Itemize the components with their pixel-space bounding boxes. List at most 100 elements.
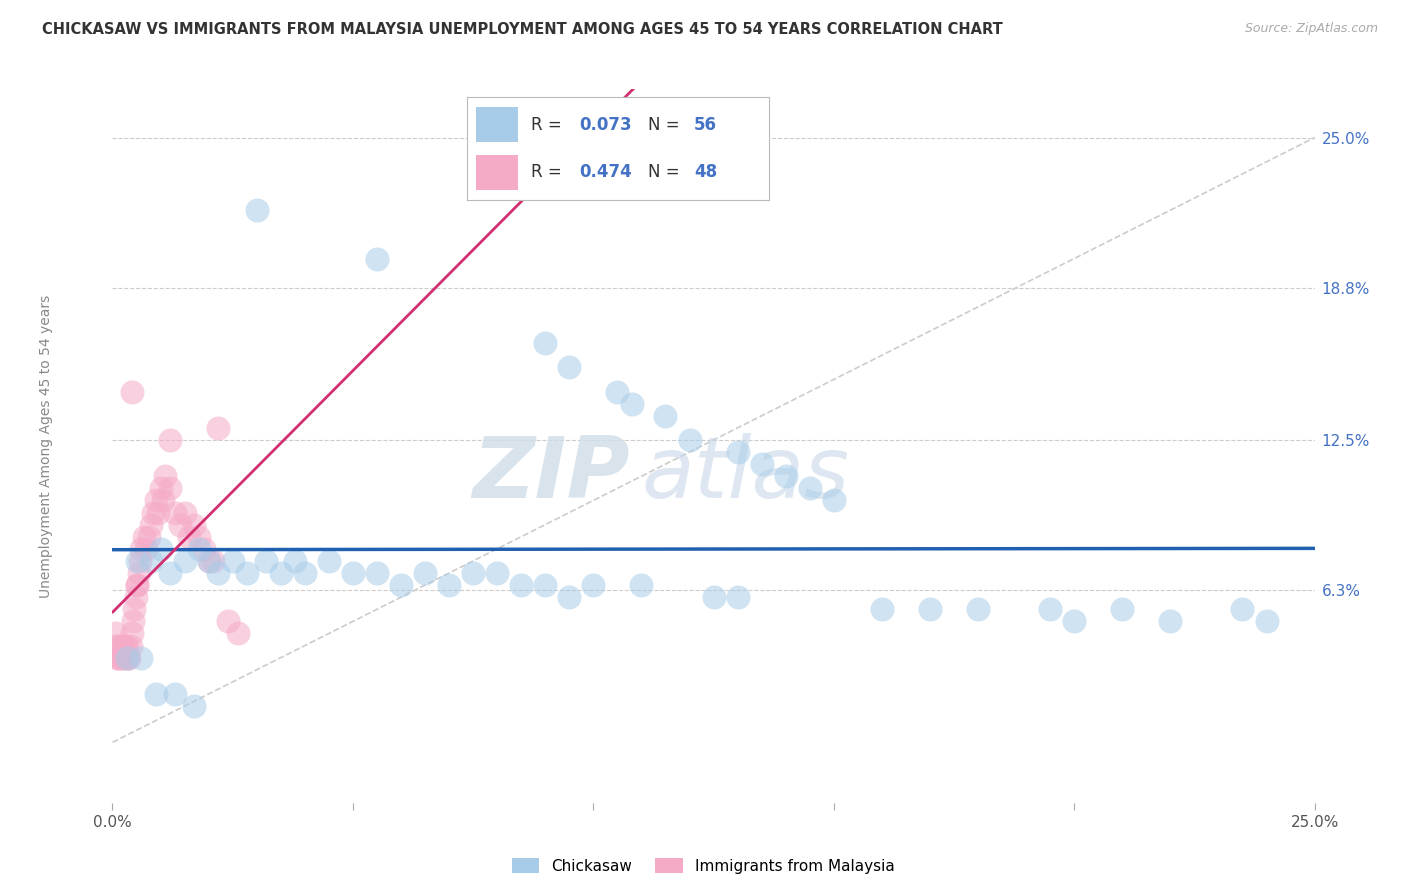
Text: R =: R = <box>530 116 567 134</box>
Point <box>188 530 211 544</box>
Point <box>217 615 239 629</box>
Point <box>727 445 749 459</box>
Point <box>155 469 177 483</box>
Point <box>131 541 153 556</box>
Point <box>145 687 167 701</box>
Point <box>630 578 652 592</box>
Point <box>188 541 211 556</box>
Point <box>967 602 990 616</box>
Point <box>129 554 152 568</box>
Point <box>558 360 581 375</box>
Point <box>366 566 388 580</box>
Point <box>114 639 136 653</box>
Point <box>799 481 821 495</box>
Point <box>226 626 249 640</box>
Point <box>159 566 181 580</box>
Point <box>124 590 146 604</box>
Point <box>117 650 139 665</box>
Point <box>510 578 533 592</box>
Point <box>159 433 181 447</box>
Point <box>145 493 167 508</box>
Legend: Chickasaw, Immigrants from Malaysia: Chickasaw, Immigrants from Malaysia <box>505 852 901 880</box>
Point <box>173 506 195 520</box>
Point <box>558 590 581 604</box>
Point <box>918 602 941 616</box>
Point <box>197 554 219 568</box>
FancyBboxPatch shape <box>477 154 519 189</box>
Point <box>163 687 186 701</box>
Point <box>702 590 725 604</box>
Point <box>236 566 259 580</box>
Point <box>125 554 148 568</box>
Point <box>118 650 141 665</box>
FancyBboxPatch shape <box>477 108 519 143</box>
Point <box>461 566 484 580</box>
Point <box>202 554 225 568</box>
Point <box>142 506 165 520</box>
Point <box>132 530 155 544</box>
Point <box>131 650 153 665</box>
Point <box>246 203 269 218</box>
Point <box>775 469 797 483</box>
Point <box>159 481 181 495</box>
Point <box>207 421 229 435</box>
Point <box>121 615 143 629</box>
Point <box>105 650 128 665</box>
Point <box>146 506 169 520</box>
Point <box>163 506 186 520</box>
Point <box>254 554 277 568</box>
Point <box>751 457 773 471</box>
Point <box>606 384 628 399</box>
Point <box>678 433 700 447</box>
Point <box>149 541 172 556</box>
Text: 0.073: 0.073 <box>579 116 631 134</box>
Point <box>437 578 460 592</box>
Point <box>193 541 215 556</box>
Point <box>115 650 138 665</box>
Point <box>284 554 307 568</box>
Point <box>1232 602 1254 616</box>
Point <box>207 566 229 580</box>
Text: R =: R = <box>530 163 567 181</box>
Point <box>183 699 205 714</box>
Point <box>389 578 412 592</box>
Point <box>413 566 436 580</box>
Point <box>115 639 138 653</box>
Point <box>1256 615 1278 629</box>
Text: CHICKASAW VS IMMIGRANTS FROM MALAYSIA UNEMPLOYMENT AMONG AGES 45 TO 54 YEARS COR: CHICKASAW VS IMMIGRANTS FROM MALAYSIA UN… <box>42 22 1002 37</box>
Point <box>115 650 138 665</box>
Point <box>122 602 145 616</box>
Point <box>152 493 174 508</box>
Point <box>139 517 162 532</box>
Point <box>120 639 142 653</box>
Point <box>104 626 127 640</box>
Point <box>534 336 557 351</box>
Point <box>870 602 893 616</box>
Text: ZIP: ZIP <box>472 433 630 516</box>
Point <box>149 481 172 495</box>
Point <box>1039 602 1062 616</box>
Point <box>169 517 191 532</box>
Text: N =: N = <box>648 163 685 181</box>
Point <box>1159 615 1181 629</box>
Point <box>486 566 509 580</box>
Point <box>366 252 388 266</box>
Point <box>111 639 134 653</box>
Point <box>138 530 160 544</box>
Point <box>108 639 131 653</box>
Point <box>342 566 364 580</box>
Point <box>1063 615 1085 629</box>
Text: 56: 56 <box>693 116 717 134</box>
Point <box>127 578 149 592</box>
Point <box>173 554 195 568</box>
Point <box>128 566 150 580</box>
Point <box>727 590 749 604</box>
Text: Unemployment Among Ages 45 to 54 years: Unemployment Among Ages 45 to 54 years <box>39 294 53 598</box>
Point <box>121 626 143 640</box>
Point <box>823 493 845 508</box>
Point <box>110 650 132 665</box>
Point <box>197 554 219 568</box>
Point <box>654 409 676 423</box>
Point <box>121 384 143 399</box>
Text: 48: 48 <box>693 163 717 181</box>
